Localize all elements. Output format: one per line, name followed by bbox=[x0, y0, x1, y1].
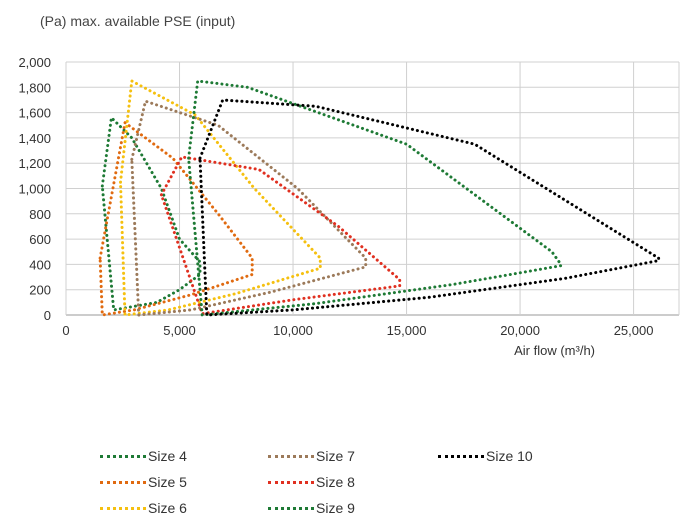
legend-label: Size 4 bbox=[148, 448, 187, 464]
x-axis-label: Air flow (m³/h) bbox=[514, 343, 595, 358]
legend-item-size-6: Size 6 bbox=[100, 500, 187, 516]
series-line-size-7 bbox=[130, 99, 368, 317]
series-line-size-8 bbox=[159, 155, 402, 316]
legend-swatch bbox=[268, 480, 314, 484]
legend-label: Size 8 bbox=[316, 474, 355, 490]
y-tick-label: 200 bbox=[29, 283, 51, 298]
y-tick-label: 1,600 bbox=[18, 106, 51, 121]
legend-swatch bbox=[268, 454, 314, 458]
legend-label: Size 6 bbox=[148, 500, 187, 516]
legend-item-size-9: Size 9 bbox=[268, 500, 355, 516]
y-tick-label: 1,200 bbox=[18, 156, 51, 171]
x-tick-label: 10,000 bbox=[273, 323, 313, 338]
x-tick-labels: 0 5,000 10,000 15,000 20,000 25,000 bbox=[62, 323, 653, 338]
legend-label: Size 5 bbox=[148, 474, 187, 490]
legend-swatch bbox=[100, 506, 146, 510]
legend-item-size-4: Size 4 bbox=[100, 448, 187, 464]
series-lines bbox=[98, 79, 661, 317]
x-tick-label: 5,000 bbox=[163, 323, 196, 338]
legend-swatch bbox=[438, 454, 484, 458]
series-line-size-5 bbox=[98, 121, 254, 317]
gridlines bbox=[65, 61, 680, 316]
x-tick-label: 20,000 bbox=[500, 323, 540, 338]
y-tick-labels: 0 200 400 600 800 1,000 1,200 1,400 1,600 1,800 2,… bbox=[18, 55, 51, 323]
x-tick-label: 15,000 bbox=[387, 323, 427, 338]
legend-swatch bbox=[268, 506, 314, 510]
x-tick-label: 25,000 bbox=[614, 323, 654, 338]
y-tick-label: 800 bbox=[29, 207, 51, 222]
y-tick-label: 1,000 bbox=[18, 182, 51, 197]
y-tick-label: 2,000 bbox=[18, 55, 51, 70]
legend-label: Size 7 bbox=[316, 448, 355, 464]
legend-item-size-5: Size 5 bbox=[100, 474, 187, 490]
legend-item-size-7: Size 7 bbox=[268, 448, 355, 464]
series-line-size-9 bbox=[187, 79, 563, 317]
legend-item-size-8: Size 8 bbox=[268, 474, 355, 490]
y-tick-label: 600 bbox=[29, 232, 51, 247]
legend-label: Size 10 bbox=[486, 448, 533, 464]
y-tick-label: 1,800 bbox=[18, 80, 51, 95]
legend: Size 4 Size 5 Size 6 Size 7 Size 8 Size 9 Size… bbox=[100, 448, 620, 524]
y-axis-title: (Pa) max. available PSE (input) bbox=[40, 13, 236, 29]
y-tick-label: 1,400 bbox=[18, 131, 51, 146]
y-tick-label: 0 bbox=[44, 308, 51, 323]
line-chart: 0 200 400 600 800 1,000 1,200 1,400 1,600 1,800 2,… bbox=[18, 55, 680, 358]
legend-label: Size 9 bbox=[316, 500, 355, 516]
legend-item-size-10: Size 10 bbox=[438, 448, 533, 464]
x-tick-label: 0 bbox=[62, 323, 69, 338]
y-tick-label: 400 bbox=[29, 257, 51, 272]
legend-swatch bbox=[100, 480, 146, 484]
legend-swatch bbox=[100, 454, 146, 458]
series-line-size-6 bbox=[119, 79, 322, 317]
